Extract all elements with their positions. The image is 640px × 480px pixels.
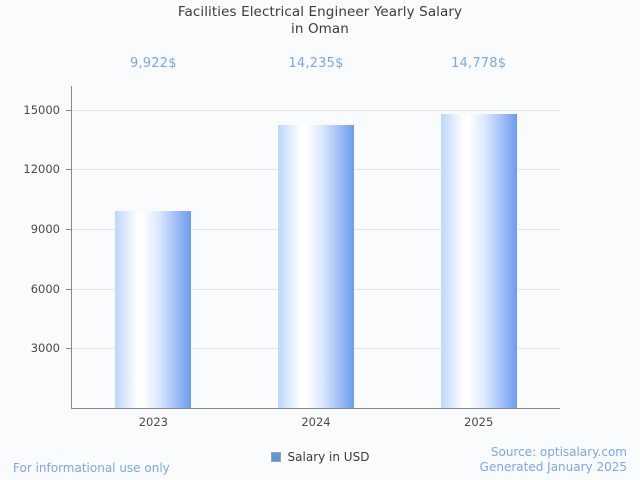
y-tick-label-15000: 15000 — [23, 102, 60, 117]
y-axis-line — [71, 86, 72, 409]
x-axis-label-2024: 2024 — [301, 415, 331, 429]
y-tick-mark-12000 — [66, 169, 72, 171]
y-tick-mark-6000 — [66, 288, 72, 290]
x-axis-label-2025: 2025 — [464, 415, 494, 429]
y-tick-label-12000: 12000 — [23, 162, 60, 177]
bar-2025[interactable] — [440, 114, 517, 408]
y-tick-mark-9000 — [66, 229, 72, 231]
y-tick-label-3000: 3000 — [30, 341, 60, 356]
generated-date-text: Generated January 2025 — [479, 460, 627, 474]
source-attribution: Source: optisalary.com Generated January… — [480, 445, 627, 475]
x-axis-label-2023: 2023 — [138, 415, 168, 429]
y-tick-label-9000: 9000 — [30, 222, 60, 237]
legend-color-swatch-icon — [270, 452, 281, 462]
bar-value-label-2024: 14,235$ — [288, 56, 344, 71]
chart-title-line-2: in Oman — [291, 21, 349, 37]
y-tick-mark-3000 — [66, 348, 72, 350]
y-tick-mark-15000 — [66, 109, 72, 111]
chart-title: Facilities Electrical Engineer Yearly Sa… — [0, 4, 640, 38]
legend-item-label: Salary in USD — [287, 450, 370, 464]
bar-value-label-2025: 14,778$ — [451, 56, 507, 71]
bar-2023[interactable] — [115, 210, 192, 408]
source-text: Source: optisalary.com — [490, 445, 627, 459]
y-tick-label-6000: 6000 — [30, 281, 60, 296]
bar-2024[interactable] — [278, 125, 354, 408]
chart-title-line-1: Facilities Electrical Engineer Yearly Sa… — [177, 4, 463, 20]
plot-area — [72, 86, 560, 408]
chart-legend[interactable]: Salary in USD — [0, 450, 640, 464]
disclaimer-text: For informational use only — [13, 461, 170, 475]
gridline-15000 — [72, 109, 560, 111]
x-axis-line — [71, 408, 560, 409]
bar-value-label-2023: 9,922$ — [129, 56, 177, 71]
